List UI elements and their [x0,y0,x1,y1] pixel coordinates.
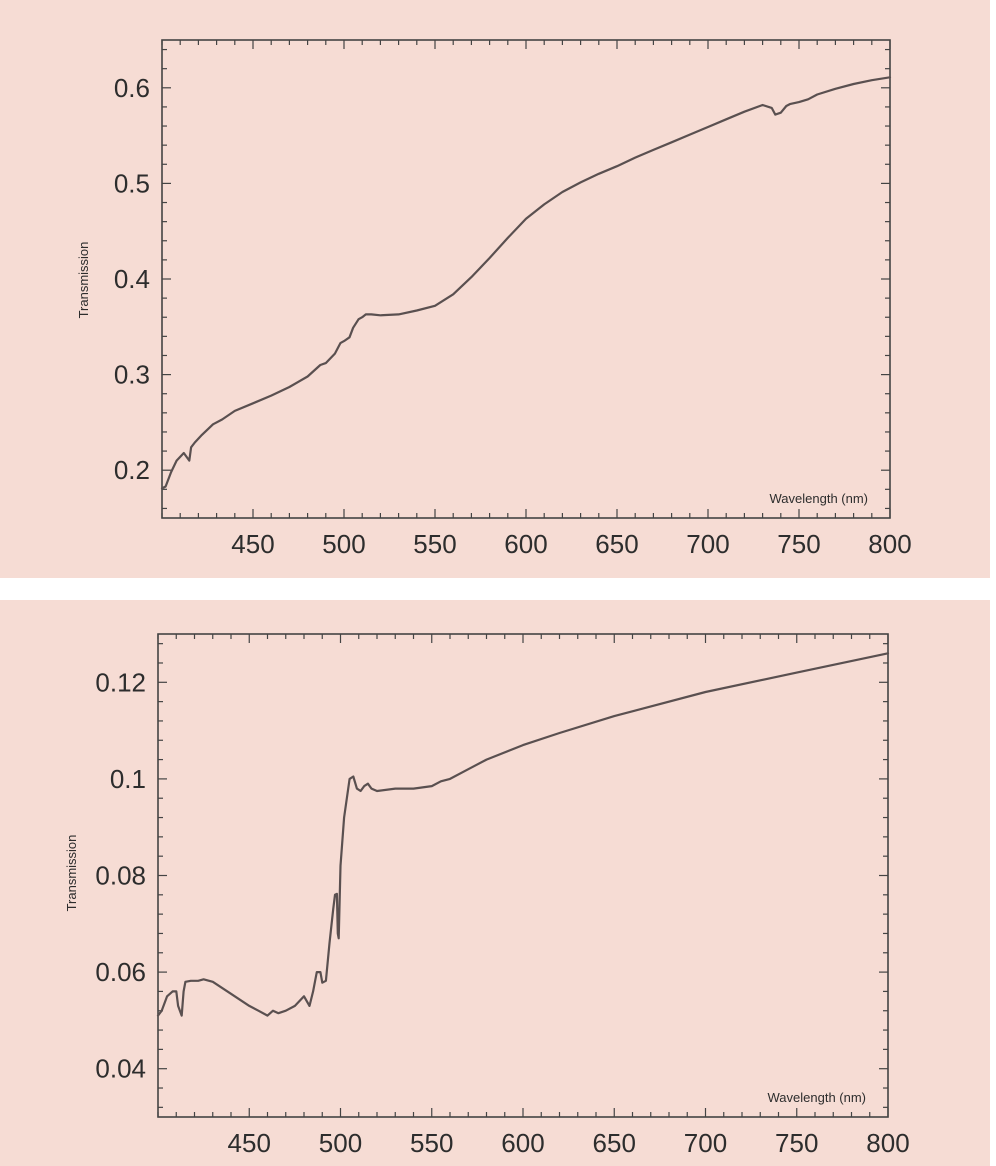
x-tick-label: 450 [228,1128,271,1158]
transmission-chart-bottom: 450 500 550 600 650 700 750 800 0.04 0.06 0.08 0.1 0… [64,633,910,1158]
x-tick-label: 650 [595,529,638,559]
x-tick-label: 750 [775,1128,818,1158]
transmission-series-line [160,76,892,490]
plot-frame [157,633,889,1118]
y-tick-label: 0.2 [114,455,150,485]
x-tick-label: 500 [322,529,365,559]
y-tick-label: 0.5 [114,168,150,198]
y-axis-label: Transmission [76,242,91,319]
x-axis-label: Wavelength (nm) [768,1090,867,1105]
x-tick-label: 600 [504,529,547,559]
x-tick-label: 700 [686,529,729,559]
y-tick-label: 0.06 [95,957,146,987]
x-tick-label: 700 [684,1128,727,1158]
x-tick-label: 500 [319,1128,362,1158]
y-tick-label: 0.3 [114,360,150,390]
x-tick-label: 800 [866,1128,909,1158]
y-tick-label: 0.4 [114,264,150,294]
y-tick-label: 0.08 [95,861,146,891]
x-tick-label: 450 [231,529,274,559]
chart-panel-top: 450 500 550 600 650 700 750 800 0.2 0.3 0.4 0.5 0.6 T… [0,0,990,578]
chart-panel-bottom: 450 500 550 600 650 700 750 800 0.04 0.06 0.08 0.1 0… [0,600,990,1166]
y-tick-label: 0.6 [114,73,150,103]
x-tick-label: 750 [777,529,820,559]
transmission-chart-top: 450 500 550 600 650 700 750 800 0.2 0.3 0.4 0.5 0.6 T… [76,39,912,559]
x-tick-label: 650 [593,1128,636,1158]
y-axis-label: Transmission [64,835,79,912]
y-tick-label: 0.12 [95,667,146,697]
transmission-series-line [156,652,890,1017]
x-tick-label: 550 [410,1128,453,1158]
x-tick-label: 550 [413,529,456,559]
x-tick-label: 600 [501,1128,544,1158]
y-tick-label: 0.04 [95,1054,146,1084]
y-tick-label: 0.1 [110,764,146,794]
x-axis-label: Wavelength (nm) [770,491,869,506]
x-tick-label: 800 [868,529,911,559]
